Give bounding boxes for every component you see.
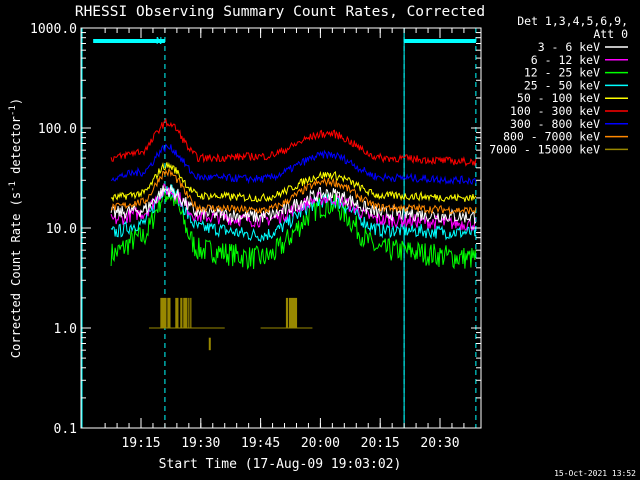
series-line-6 <box>110 143 477 186</box>
series-line-7 <box>110 168 477 215</box>
x-tick-label: 19:45 <box>241 436 280 451</box>
night-interval-bar <box>93 39 165 43</box>
night-interval-bar <box>404 39 476 43</box>
series-line-3 <box>110 184 477 243</box>
legend-label: 100 - 300 keV <box>510 104 600 118</box>
x-tick-label: 20:30 <box>420 436 459 451</box>
legend-label: 6 - 12 keV <box>531 53 600 67</box>
legend-label: 800 - 7000 keV <box>503 130 600 144</box>
y-tick-label: 100.0 <box>38 122 77 137</box>
x-axis-label: Start Time (17-Aug-09 19:03:02) <box>159 457 402 472</box>
y-tick-label: 1000.0 <box>30 22 77 37</box>
y-tick-label: 10.0 <box>46 222 77 237</box>
legend-header-line1: Det 1,3,4,5,6,9, <box>517 14 628 28</box>
x-tick-label: 20:15 <box>361 436 400 451</box>
legend-label: 25 - 50 keV <box>524 78 600 92</box>
burst-mark <box>208 337 211 351</box>
legend-label: 7000 - 15000 keV <box>489 142 600 156</box>
series-line-5 <box>110 118 477 167</box>
legend-label: 3 - 6 keV <box>538 40 600 54</box>
legend-label: 300 - 800 keV <box>510 117 600 131</box>
series-line-1 <box>110 183 477 232</box>
x-tick-label: 19:15 <box>121 436 160 451</box>
chart-title: RHESSI Observing Summary Count Rates, Co… <box>75 4 485 20</box>
legend-label: 12 - 25 keV <box>524 66 600 80</box>
timestamp-label: 15-Oct-2021 13:52 <box>554 469 636 478</box>
y-tick-label: 1.0 <box>54 322 77 337</box>
series-line-4 <box>110 162 477 203</box>
night-label: N <box>156 36 162 47</box>
legend-label: 50 - 100 keV <box>517 91 600 105</box>
legend-header-line2: Att 0 <box>593 27 628 41</box>
y-axis-label: Corrected Count Rate (s-1 detector-1) <box>8 98 23 358</box>
x-tick-label: 20:00 <box>301 436 340 451</box>
series-line-0 <box>110 184 477 225</box>
series-line-2 <box>110 184 477 270</box>
x-tick-label: 19:30 <box>181 436 220 451</box>
y-tick-label: 0.1 <box>54 422 77 437</box>
